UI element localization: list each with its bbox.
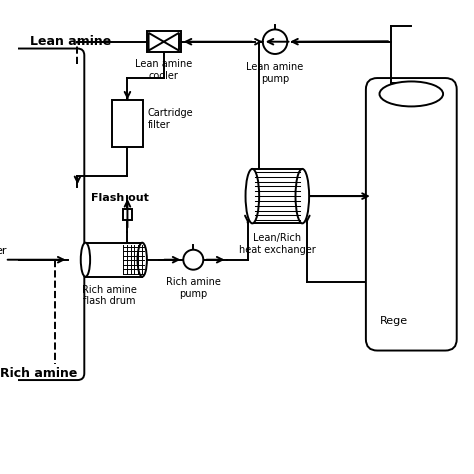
- Ellipse shape: [380, 82, 443, 107]
- Polygon shape: [164, 33, 179, 51]
- Text: er: er: [0, 246, 7, 255]
- Bar: [85, 243, 142, 277]
- Text: Rich amine
pump: Rich amine pump: [166, 277, 221, 299]
- Text: Rege: Rege: [380, 316, 408, 326]
- Polygon shape: [148, 33, 164, 51]
- Text: Rich amine
flash drum: Rich amine flash drum: [82, 285, 137, 306]
- Circle shape: [263, 29, 287, 54]
- Bar: [111, 100, 143, 147]
- Text: Lean amine
cooler: Lean amine cooler: [135, 59, 192, 81]
- Text: Lean amine
pump: Lean amine pump: [246, 62, 304, 84]
- Text: Lean/Rich
heat exchanger: Lean/Rich heat exchanger: [239, 233, 316, 255]
- Ellipse shape: [246, 169, 259, 223]
- Ellipse shape: [137, 243, 147, 277]
- Text: Cartridge
filter: Cartridge filter: [148, 108, 193, 130]
- FancyBboxPatch shape: [0, 48, 84, 380]
- Circle shape: [183, 250, 203, 270]
- Text: Flash out: Flash out: [91, 193, 149, 203]
- Ellipse shape: [81, 243, 90, 277]
- FancyBboxPatch shape: [366, 78, 457, 351]
- Bar: [123, 209, 132, 220]
- Bar: [252, 169, 302, 223]
- Ellipse shape: [295, 169, 309, 223]
- Bar: [147, 31, 181, 52]
- Text: Lean amine: Lean amine: [30, 35, 111, 48]
- Text: Rich amine: Rich amine: [0, 367, 78, 380]
